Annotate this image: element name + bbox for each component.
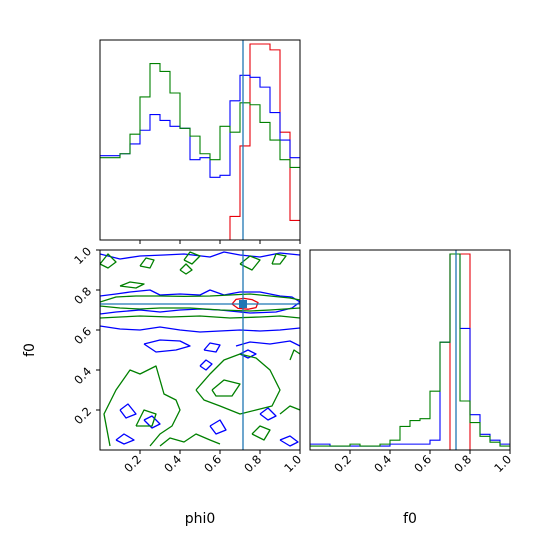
contour-blue-4 (203, 342, 221, 353)
histogram-phi0 (100, 43, 300, 240)
x-axis-label-f0: f0 (403, 511, 417, 527)
contour-green-17 (289, 349, 300, 361)
contour-blue-1 (100, 289, 300, 315)
histogram-phi0-red-series (100, 43, 300, 240)
contour-blue-10 (143, 415, 161, 429)
contour-blue-11 (209, 419, 227, 435)
contour-green-14 (135, 409, 157, 427)
contour-green-8 (271, 253, 287, 265)
frame-joint (99, 249, 301, 451)
contour-green-2 (100, 315, 300, 319)
histogram-phi0-green-series (100, 63, 300, 169)
contour-green-11 (159, 433, 221, 447)
contour-green-15 (251, 425, 271, 441)
contour-blue-0 (100, 251, 300, 260)
contour-blue-6 (199, 359, 213, 371)
contour-green-10 (103, 365, 181, 447)
contour-green-0 (100, 293, 300, 303)
histogram-f0 (310, 253, 510, 450)
contour-blue-12 (259, 407, 277, 421)
histogram-phi0-blue-series (100, 74, 300, 178)
contour-blue-2 (100, 325, 300, 333)
contour-green-7 (239, 255, 261, 271)
contour-blue-7 (239, 349, 257, 359)
contour-blue-13 (279, 435, 299, 447)
contour-blue-3 (143, 339, 191, 353)
plot-content (100, 40, 510, 450)
contour-green-5 (179, 263, 193, 275)
contour-green-4 (139, 257, 155, 269)
histogram-f0-green-series (310, 253, 510, 447)
contour-red-0 (231, 297, 259, 310)
contour-blue-8 (119, 403, 137, 419)
x-axis-label-phi0: phi0 (185, 511, 216, 527)
axes-frames (99, 39, 511, 451)
joint-contours (100, 251, 300, 447)
contour-green-16 (279, 405, 300, 415)
contour-green-3 (100, 253, 117, 269)
frame-phi0-marginal (99, 39, 301, 241)
y-axis-label-f0: f0 (22, 343, 38, 357)
frame-f0-marginal (309, 249, 511, 451)
contour-green-13 (211, 379, 241, 397)
contour-blue-9 (115, 433, 135, 445)
contour-green-12 (195, 353, 281, 415)
contour-green-1 (100, 305, 300, 312)
contour-blue-5 (235, 340, 300, 347)
truth-marker (239, 300, 247, 308)
contour-green-9 (119, 281, 145, 289)
contour-green-6 (183, 251, 201, 265)
